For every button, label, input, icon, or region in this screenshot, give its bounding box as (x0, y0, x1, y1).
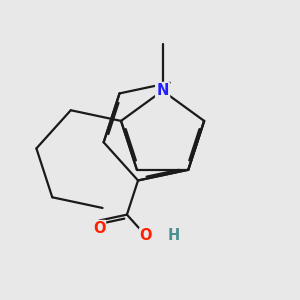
Text: O: O (93, 220, 106, 236)
Text: H: H (167, 228, 180, 243)
Text: O: O (140, 228, 152, 243)
Text: N: N (156, 83, 169, 98)
